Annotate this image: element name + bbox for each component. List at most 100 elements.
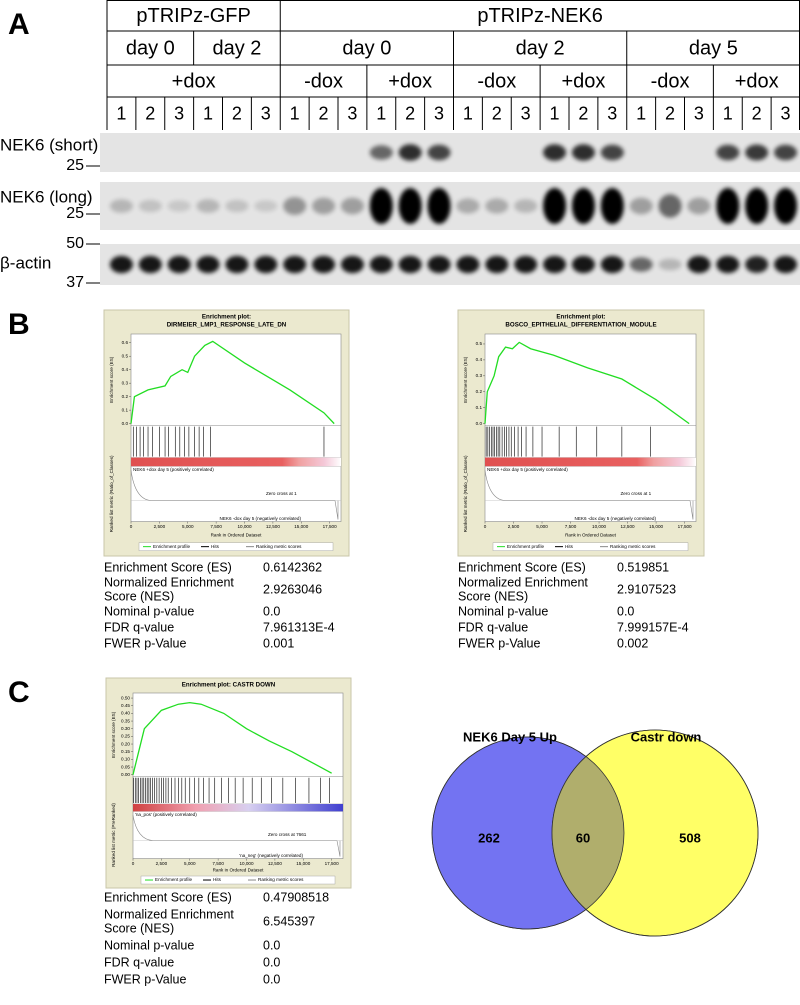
label: FWER p-Value (104, 972, 186, 986)
label: Score (NES) (104, 589, 174, 603)
label: 37 (66, 274, 84, 291)
band (571, 255, 595, 274)
label: 25 (66, 205, 84, 222)
label: Ranking metric scores (258, 877, 304, 882)
venn-outline (551, 729, 759, 937)
label: pTRIPz-NEK6 (477, 5, 603, 27)
label: Ranked list metric (PreRanked) (111, 803, 116, 867)
label: 0.6 (122, 340, 129, 345)
label: 0.40 (121, 711, 130, 716)
band (340, 197, 364, 215)
label: 10,000 (592, 524, 606, 529)
label: NEK6 Day 5 Up (463, 729, 557, 744)
legend-box (492, 542, 689, 551)
label: 12,500 (621, 524, 635, 529)
label: 0.001 (263, 636, 294, 650)
label: 1 (723, 103, 733, 123)
label: +dox (735, 70, 779, 92)
band (283, 197, 307, 215)
label: 7,500 (565, 524, 577, 529)
band (369, 255, 393, 274)
label: 0.0 (263, 604, 280, 618)
band (629, 197, 653, 215)
band (167, 200, 191, 212)
label: 2 (405, 103, 415, 123)
label: Castr down (631, 729, 702, 744)
legend-box (138, 542, 334, 551)
label: 15,000 (294, 524, 308, 529)
label: 0.47908518 (263, 890, 329, 904)
band (600, 255, 624, 274)
label: 0.25 (121, 734, 130, 739)
label: Enrichment Score (ES) (104, 560, 232, 574)
label: 2 (492, 103, 502, 123)
label: 1 (550, 103, 560, 123)
label: 15,000 (296, 861, 310, 866)
legend-box (140, 875, 336, 885)
label: 0.2 (476, 389, 483, 394)
band (225, 255, 249, 274)
band (600, 188, 624, 224)
band (456, 255, 480, 274)
label: 262 (478, 830, 500, 845)
label: day 0 (342, 37, 391, 59)
label: 0.2 (122, 394, 129, 399)
label: 508 (679, 830, 701, 845)
label: 3 (521, 103, 531, 123)
label: Score (NES) (458, 589, 528, 603)
label: 7.961313E-4 (263, 620, 335, 634)
label: 0.002 (617, 636, 648, 650)
label: 0.30 (121, 726, 130, 731)
plot-area (130, 333, 342, 522)
label: 0 (484, 524, 487, 529)
band (485, 255, 509, 274)
band (312, 255, 336, 274)
label: 'na_neg' (negatively correlated) (239, 853, 303, 858)
band (543, 188, 567, 224)
label: day 2 (516, 37, 565, 59)
label: day 0 (126, 37, 175, 59)
label: Enrichment plot: CASTR DOWN (182, 682, 276, 689)
band (745, 256, 769, 273)
label: Score (NES) (104, 921, 174, 935)
label: 2 (319, 103, 329, 123)
label: 1 (463, 103, 473, 123)
label: 0.5 (476, 341, 483, 346)
label: Enrichment Score (ES) (104, 890, 232, 904)
label: Rank in Ordered Dataset (565, 532, 617, 537)
band (543, 255, 567, 274)
label: 3 (694, 103, 704, 123)
label: 2 (232, 103, 242, 123)
label: 17,500 (325, 861, 339, 866)
band (629, 257, 653, 272)
band (774, 255, 798, 274)
band (745, 144, 769, 161)
band (427, 188, 451, 224)
label: 0.3 (122, 380, 129, 385)
label: 'na_pos' (positively correlated) (135, 812, 197, 817)
label: 1 (203, 103, 213, 123)
label: 50 (66, 235, 84, 252)
label: 0.519851 (617, 560, 669, 574)
rank-bar (131, 457, 341, 467)
band (427, 255, 451, 274)
label: 2.9107523 (617, 582, 676, 596)
band (514, 199, 538, 213)
label: 3 (174, 103, 184, 123)
band (456, 198, 480, 214)
label: Ranking metric scores (256, 544, 302, 549)
label: NEK6 -dox day 5 (negatively correlated) (220, 516, 302, 521)
label: 5,000 (536, 524, 548, 529)
label: 7,500 (210, 524, 222, 529)
label: 0.0 (122, 421, 129, 426)
label: Enrichment profile (153, 544, 190, 549)
label: C (8, 676, 30, 709)
label: +dox (388, 70, 432, 92)
band (687, 255, 711, 274)
label: 0.10 (121, 757, 130, 762)
label: 2 (665, 103, 675, 123)
label: NEK6 (long) (0, 187, 93, 206)
band (254, 200, 278, 212)
